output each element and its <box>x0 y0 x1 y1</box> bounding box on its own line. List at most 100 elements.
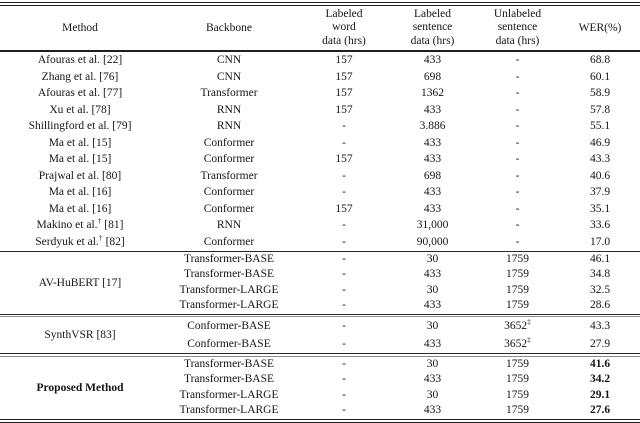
cell-unlabeled-sentence: 1759 <box>506 388 529 401</box>
double-dagger-mark: ‡ <box>527 317 531 327</box>
cell-labeled-sentence: 31,000 <box>416 219 449 232</box>
cell-wer: 60.1 <box>589 70 611 83</box>
table-row: Conformer-BASE - 30 3652‡ 43.3 <box>160 317 640 335</box>
table-row: Zhang et al. [76] CNN 157 698 - 60.1 <box>0 69 640 86</box>
cell-backbone: RNN <box>216 120 242 133</box>
cell-backbone: Transformer-LARGE <box>179 388 279 401</box>
cell-wer: 35.1 <box>589 202 611 215</box>
cell-labeled-sentence: 30 <box>426 252 439 265</box>
cell-wer: 57.8 <box>589 103 611 116</box>
header-unlabeled-sentence: Unlabeled sentence data (hrs) <box>493 8 542 47</box>
cell-labeled-word: - <box>342 236 346 249</box>
cell-unlabeled-sentence: 1759 <box>506 252 529 265</box>
cell-method: Shillingford et al. [79] <box>28 120 132 133</box>
cell-method: Ma et al. [15] <box>48 153 112 166</box>
section-divider <box>0 250 640 252</box>
header-labeled-sentence: Labeled sentence data (hrs) <box>410 8 455 47</box>
table-row: Serdyuk et al.† [82] Conformer - 90,000 -… <box>0 234 640 251</box>
cell-labeled-word: 157 <box>335 70 353 83</box>
cell-wer: 43.3 <box>589 320 611 333</box>
cell-labeled-word: - <box>342 299 346 312</box>
cell-backbone: CNN <box>216 70 242 83</box>
cell-wer: 46.1 <box>589 252 611 265</box>
cell-method: Serdyuk et al.† [82] <box>35 234 125 249</box>
cell-unlabeled-sentence: - <box>515 236 520 249</box>
cell-backbone: Conformer <box>203 202 255 215</box>
cell-unlabeled-sentence: - <box>515 136 520 149</box>
cell-wer: 34.8 <box>589 268 611 281</box>
cell-method: Ma et al. [16] <box>48 186 112 199</box>
cell-wer: 55.1 <box>589 120 611 133</box>
cell-labeled-sentence: 433 <box>423 404 442 417</box>
cell-labeled-sentence: 30 <box>426 388 439 401</box>
cell-unlabeled-sentence: - <box>515 87 520 100</box>
table-top-rule <box>0 1 640 6</box>
cell-labeled-word: - <box>342 120 346 133</box>
cell-labeled-word: - <box>342 320 346 333</box>
cell-unlabeled-sentence: - <box>515 219 520 232</box>
cell-backbone: RNN <box>216 103 242 116</box>
cell-labeled-sentence: 433 <box>423 136 442 149</box>
table-row: Transformer-BASE - 433 1759 34.8 <box>160 267 640 283</box>
cell-backbone: Conformer <box>203 186 255 199</box>
section-divider <box>0 313 640 318</box>
header-wer: WER(%) <box>578 22 622 34</box>
cell-method-group: Proposed Method <box>36 381 124 394</box>
cell-labeled-sentence: 433 <box>423 202 442 215</box>
table-row: Ma et al. [16] Conformer - 433 - 37.9 <box>0 184 640 201</box>
cell-labeled-sentence: 30 <box>426 283 439 296</box>
table-header-row: Method Backbone Labeled word data (hrs) … <box>0 6 640 50</box>
section-av-hubert: AV-HuBERT [17] Transformer-BASE - 30 175… <box>0 252 640 314</box>
cell-wer: 34.2 <box>589 373 611 386</box>
cell-labeled-sentence: 433 <box>423 153 442 166</box>
cell-wer: 58.9 <box>589 87 611 100</box>
section-proposed-method: Proposed Method Transformer-BASE - 30 17… <box>0 357 640 419</box>
table-row: Ma et al. [16] Conformer 157 433 - 35.1 <box>0 201 640 218</box>
cell-method: Zhang et al. [76] <box>41 70 119 83</box>
cell-backbone: Conformer <box>203 153 255 166</box>
header-backbone: Backbone <box>206 22 252 34</box>
cell-wer: 17.0 <box>589 236 611 249</box>
cell-wer: 43.3 <box>589 153 611 166</box>
cell-labeled-sentence: 30 <box>426 357 439 370</box>
cell-backbone: Transformer-LARGE <box>179 299 279 312</box>
cell-backbone: Conformer <box>203 136 255 149</box>
cell-labeled-word: - <box>342 283 346 296</box>
cell-labeled-word: - <box>342 388 346 401</box>
cell-labeled-word: 157 <box>335 202 353 215</box>
cell-backbone: Transformer <box>200 87 258 100</box>
cell-labeled-sentence: 433 <box>423 186 442 199</box>
cell-backbone: Transformer-BASE <box>183 373 275 386</box>
cell-unlabeled-sentence: - <box>515 202 520 215</box>
table-row: Transformer-BASE - 30 1759 46.1 <box>160 252 640 268</box>
cell-backbone: Transformer-BASE <box>183 357 275 370</box>
cell-method: Afouras et al. [22] <box>37 54 123 66</box>
double-dagger-mark: ‡ <box>527 335 531 345</box>
cell-method: Xu et al. [78] <box>49 103 111 116</box>
cell-labeled-word: - <box>342 404 346 417</box>
cell-labeled-sentence: 433 <box>423 373 442 386</box>
cell-unlabeled-sentence: 1759 <box>506 357 529 370</box>
cell-backbone: Transformer-LARGE <box>179 283 279 296</box>
table-row: Transformer-LARGE - 433 1759 27.6 <box>160 403 640 419</box>
cell-backbone: RNN <box>216 219 242 232</box>
cell-method: Ma et al. [15] <box>48 136 112 149</box>
cell-labeled-sentence: 698 <box>423 169 442 182</box>
cell-labeled-word: 157 <box>335 153 353 166</box>
table-row: Xu et al. [78] RNN 157 433 - 57.8 <box>0 102 640 119</box>
cell-wer: 33.6 <box>589 219 611 232</box>
table-row: Transformer-BASE - 30 1759 41.6 <box>160 357 640 373</box>
cell-wer: 27.9 <box>589 338 611 351</box>
table-bottom-rule <box>0 418 640 423</box>
cell-backbone: Transformer <box>200 169 258 182</box>
cell-backbone: Transformer-LARGE <box>179 404 279 417</box>
cell-labeled-word: - <box>342 268 346 281</box>
cell-unlabeled-sentence: 1759 <box>506 404 529 417</box>
cell-labeled-word: 157 <box>335 103 353 116</box>
cell-labeled-word: - <box>342 136 346 149</box>
table-row: Prajwal et al. [80] Transformer - 698 - … <box>0 168 640 185</box>
table-row: Conformer-BASE - 433 3652‡ 27.9 <box>160 335 640 353</box>
cell-labeled-sentence: 90,000 <box>416 236 449 249</box>
cell-labeled-word: - <box>342 169 346 182</box>
cell-backbone: CNN <box>216 54 242 66</box>
